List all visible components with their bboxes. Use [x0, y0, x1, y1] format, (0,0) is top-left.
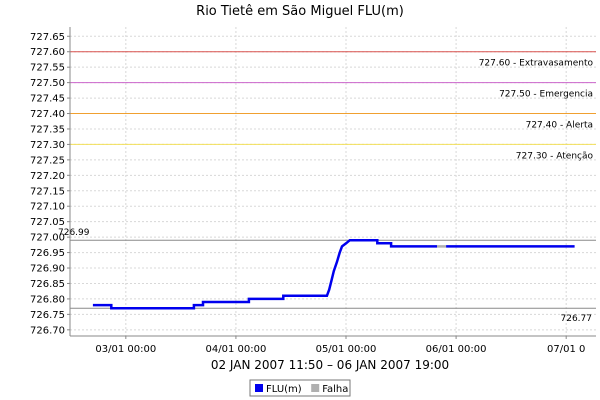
x-tick-label: 07/01 0: [547, 344, 585, 355]
x-tick-label: 05/01 00:00: [316, 344, 377, 355]
chart-title: Rio Tietê em São Miguel FLU(m): [196, 4, 404, 19]
y-tick-label: 727.20: [30, 171, 65, 182]
marker-label: 726.77: [561, 314, 593, 324]
y-tick-label: 727.15: [30, 186, 65, 197]
plot-area: [70, 27, 596, 336]
legend-label: Falha: [322, 384, 348, 395]
y-tick-label: 727.50: [30, 78, 65, 89]
x-tick-label: 03/01 00:00: [95, 344, 156, 355]
y-tick-label: 727.35: [30, 124, 65, 135]
y-axis-ticks: 726.70 726.75 726.80 726.85 726.90 726.95 727.…: [30, 32, 70, 336]
threshold-label: 727.60 - Extravasamento: [479, 59, 594, 69]
marker-label: 726.99: [58, 228, 90, 238]
y-tick-label: 727.65: [30, 32, 65, 43]
y-tick-label: 726.85: [30, 279, 65, 290]
x-axis-label: 02 JAN 2007 11:50 – 06 JAN 2007 19:00: [211, 358, 449, 372]
legend-label: FLU(m): [266, 384, 302, 395]
grid-layer: [70, 27, 596, 336]
y-tick-label: 727.00: [30, 233, 65, 244]
legend-swatch: [311, 384, 320, 392]
threshold-label: 727.40 - Alerta: [526, 121, 593, 131]
legend-box: [249, 379, 351, 397]
series-line: [92, 238, 437, 310]
x-tick-label: 04/01 00:00: [206, 344, 267, 355]
threshold-label: 727.30 - Atenção: [516, 151, 594, 161]
x-tick-label: 06/01 00:00: [426, 344, 487, 355]
y-tick-label: 727.05: [30, 217, 65, 228]
legend: FLU(m) Falha: [249, 379, 351, 397]
y-tick-label: 727.55: [30, 63, 65, 74]
y-tick-label: 727.60: [30, 47, 65, 58]
y-tick-label: 726.70: [30, 325, 65, 336]
y-tick-label: 726.90: [30, 264, 65, 275]
legend-swatch: [255, 384, 263, 392]
y-tick-label: 727.40: [30, 109, 65, 120]
y-tick-label: 726.80: [30, 294, 65, 305]
y-tick-label: 727.25: [30, 155, 65, 166]
x-axis-ticks: 03/01 00:00 04/01 00:00 05/01 00:00 06/01 0…: [95, 336, 585, 355]
y-tick-label: 727.10: [30, 202, 65, 213]
series-layer: [92, 238, 575, 310]
y-tick-label: 727.30: [30, 140, 65, 151]
threshold-label: 727.50 - Emergencia: [499, 90, 593, 100]
y-tick-label: 726.75: [30, 310, 65, 321]
y-tick-label: 726.95: [30, 248, 65, 259]
y-tick-label: 727.45: [30, 94, 65, 105]
